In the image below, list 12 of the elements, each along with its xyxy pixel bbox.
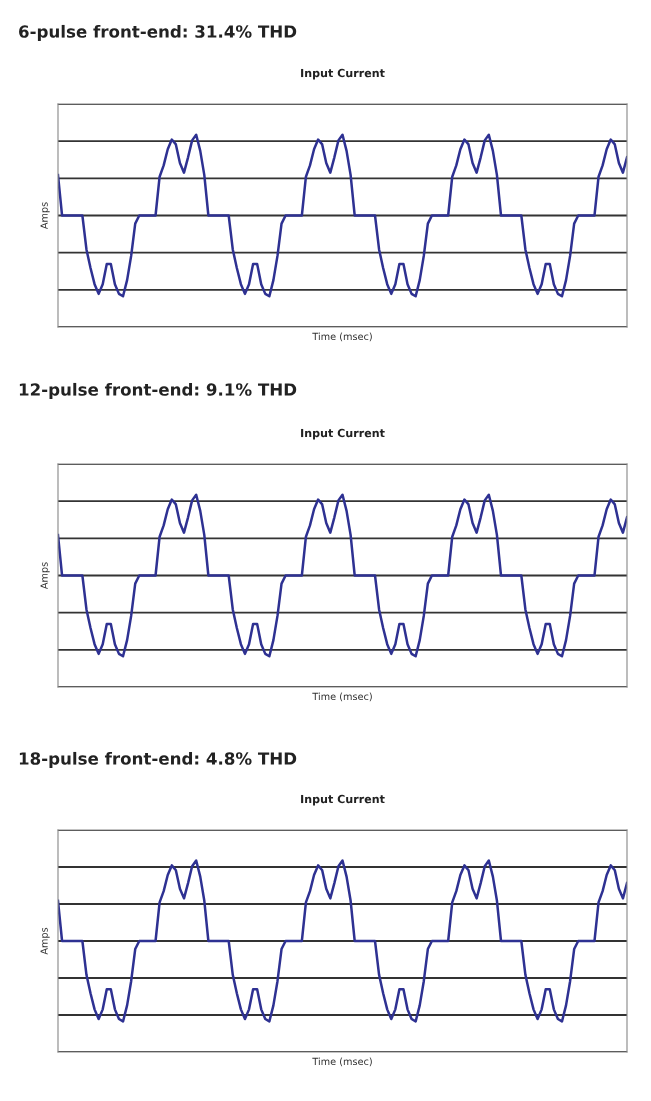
chart-subtitle: Input Current xyxy=(301,68,385,80)
chart-subtitle: Input Current xyxy=(301,794,385,806)
chart-title: 12-pulse front-end: 9.1% THD xyxy=(19,382,297,400)
chart-subtitle: Input Current xyxy=(301,428,385,440)
y-axis-title: Amps xyxy=(40,202,50,230)
x-axis-title: Time (msec) xyxy=(312,332,372,342)
chart-title: 6-pulse front-end: 31.4% THD xyxy=(19,24,297,42)
x-axis-title: Time (msec) xyxy=(312,692,372,702)
chart-title: 18-pulse front-end: 4.8% THD xyxy=(19,751,297,769)
y-axis-title: Amps xyxy=(40,927,50,955)
x-axis-title: Time (msec) xyxy=(312,1057,372,1067)
y-axis-title: Amps xyxy=(40,562,50,590)
